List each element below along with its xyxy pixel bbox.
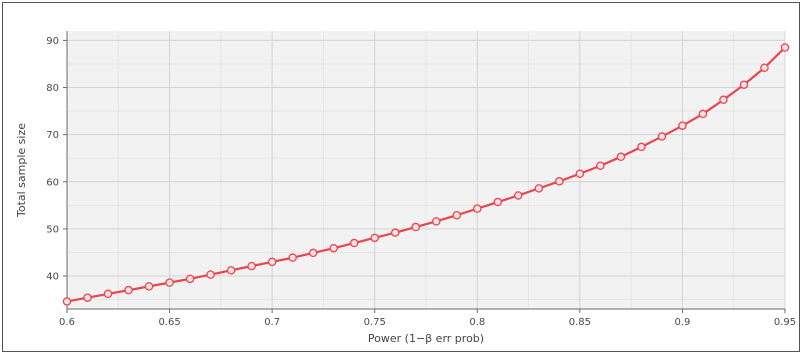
data-point <box>144 282 154 291</box>
x-tick-label: 0.6 <box>59 317 75 328</box>
data-point <box>534 184 544 193</box>
x-tick-label: 0.75 <box>364 317 386 328</box>
series-layer <box>62 43 790 306</box>
y-tick-label: 80 <box>46 83 59 94</box>
y-axis-title: Total sample size <box>15 123 28 218</box>
y-tick-label: 40 <box>46 272 59 283</box>
x-tick-label: 0.8 <box>469 317 485 328</box>
y-tick-label: 90 <box>46 36 59 47</box>
data-point <box>493 197 503 207</box>
data-point <box>390 228 400 237</box>
data-point <box>473 204 482 213</box>
data-point <box>432 217 441 226</box>
data-point <box>308 248 318 258</box>
x-tick-label: 0.85 <box>569 317 591 328</box>
x-tick-label: 0.9 <box>674 317 690 328</box>
data-point <box>226 266 236 275</box>
data-point <box>514 191 523 200</box>
data-point <box>452 210 462 220</box>
data-point <box>575 169 585 179</box>
data-point <box>103 289 113 299</box>
data-point <box>555 177 564 186</box>
x-tick-label: 0.95 <box>774 317 796 328</box>
grid-layer <box>66 31 786 309</box>
data-point <box>62 297 72 306</box>
data-point <box>719 95 728 105</box>
x-tick-label: 0.7 <box>264 317 280 328</box>
x-tick-label: 0.65 <box>158 317 180 328</box>
data-point <box>267 257 277 267</box>
x-axis-title: Power (1−β err prob) <box>368 332 484 345</box>
axis-layer <box>63 31 786 313</box>
data-point <box>124 285 133 295</box>
data-point <box>739 80 749 89</box>
data-point <box>288 253 297 262</box>
data-point <box>185 274 195 284</box>
data-point <box>780 43 790 52</box>
data-point <box>760 63 769 73</box>
data-point <box>206 270 215 279</box>
data-point <box>616 152 626 162</box>
data-point <box>165 278 174 287</box>
data-point <box>349 238 359 248</box>
chart-svg: 0.6 0.65 0.7 0.75 0.8 0.85 0.9 0.95 40 50 60 70 80 90… <box>15 31 796 345</box>
data-point <box>370 233 379 243</box>
y-tick-label: 60 <box>46 177 59 188</box>
y-tick-label: 50 <box>46 224 59 235</box>
data-point <box>698 109 708 119</box>
data-point <box>678 121 687 130</box>
data-point <box>596 161 605 171</box>
data-point <box>83 293 92 302</box>
data-point <box>657 132 667 141</box>
y-tick-label: 70 <box>46 130 59 141</box>
data-point <box>637 142 646 152</box>
data-point <box>411 222 420 232</box>
data-point <box>247 261 256 271</box>
data-point <box>329 243 338 253</box>
tick-labels: 0.6 0.65 0.7 0.75 0.8 0.85 0.9 0.95 40 50 60 70 80 90 <box>46 36 796 328</box>
